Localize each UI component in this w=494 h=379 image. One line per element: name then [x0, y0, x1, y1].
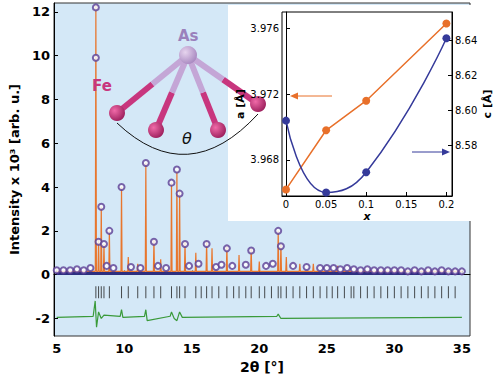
- svg-text:2: 2: [41, 223, 50, 238]
- svg-text:6: 6: [41, 136, 50, 151]
- svg-text:0.1: 0.1: [358, 199, 374, 210]
- svg-text:3.968: 3.968: [250, 154, 279, 165]
- svg-text:8.58: 8.58: [455, 140, 477, 151]
- svg-text:0: 0: [41, 267, 50, 282]
- svg-text:θ: θ: [182, 129, 192, 148]
- svg-text:8.60: 8.60: [455, 105, 477, 116]
- svg-text:As: As: [178, 27, 199, 45]
- svg-text:35: 35: [453, 341, 471, 356]
- svg-text:3.972: 3.972: [250, 89, 279, 100]
- svg-text:0: 0: [283, 199, 289, 210]
- svg-text:Intensity x 10³ [arb. u.]: Intensity x 10³ [arb. u.]: [7, 84, 22, 255]
- svg-text:-2: -2: [36, 311, 50, 326]
- svg-text:25: 25: [318, 341, 336, 356]
- svg-text:Fe: Fe: [92, 77, 112, 95]
- svg-text:8.62: 8.62: [455, 70, 477, 81]
- svg-text:30: 30: [385, 341, 403, 356]
- svg-text:3.976: 3.976: [250, 23, 279, 34]
- svg-text:0.05: 0.05: [315, 199, 337, 210]
- svg-text:5: 5: [52, 341, 61, 356]
- svg-text:10: 10: [32, 48, 50, 63]
- svg-text:a [Å]: a [Å]: [234, 89, 247, 119]
- svg-text:10: 10: [115, 341, 133, 356]
- svg-text:4: 4: [41, 180, 50, 195]
- svg-text:0.2: 0.2: [438, 199, 454, 210]
- svg-text:20: 20: [250, 341, 268, 356]
- svg-text:8.64: 8.64: [455, 35, 477, 46]
- svg-text:c [Å]: c [Å]: [481, 90, 494, 119]
- svg-text:15: 15: [183, 341, 201, 356]
- svg-text:0.15: 0.15: [395, 199, 417, 210]
- svg-text:12: 12: [32, 4, 50, 19]
- svg-text:8: 8: [41, 92, 50, 107]
- svg-text:2θ [°]: 2θ [°]: [240, 359, 284, 375]
- svg-text:x: x: [362, 210, 371, 223]
